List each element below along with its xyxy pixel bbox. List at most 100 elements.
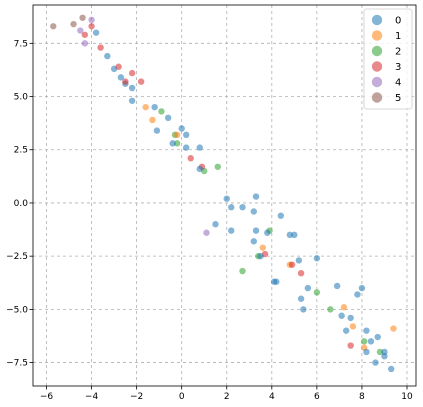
scatter-point-class-0 (250, 208, 257, 215)
y-tick-label: 7.5 (14, 39, 28, 49)
scatter-point-class-2 (239, 267, 246, 275)
scatter-point-class-0 (363, 348, 370, 356)
legend-label-5: 5 (395, 93, 401, 104)
scatter-point-class-0 (374, 333, 381, 341)
scatter-point-class-0 (338, 312, 345, 319)
scatter-point-class-4 (81, 40, 89, 47)
scatter-point-class-2 (360, 338, 368, 345)
scatter-point-class-3 (115, 63, 122, 70)
x-tick-label: 2 (224, 392, 230, 402)
scatter-point-class-3 (97, 44, 104, 51)
scatter-point-class-0 (388, 365, 395, 373)
x-tick-label: −2 (130, 392, 143, 402)
scatter-point-class-3 (347, 342, 354, 349)
y-tick-label: 0.0 (14, 199, 29, 209)
scatter-point-class-0 (273, 278, 280, 285)
scatter-point-class-0 (257, 252, 264, 260)
scatter-point-class-2 (173, 140, 181, 147)
legend-marker-0 (371, 14, 383, 26)
scatter-point-class-0 (300, 306, 307, 313)
x-tick-label: 4 (269, 392, 275, 402)
scatter-point-class-4 (88, 16, 95, 24)
scatter-point-class-0 (381, 353, 388, 360)
scatter-point-class-0 (196, 165, 203, 173)
scatter-point-class-0 (183, 144, 190, 151)
scatter-point-class-0 (178, 125, 185, 132)
scatter-point-class-0 (264, 229, 271, 236)
x-tick-label: 8 (359, 392, 365, 402)
legend-marker-3 (371, 61, 383, 72)
y-tick-label: −7.5 (6, 359, 28, 369)
scatter-point-class-0 (333, 282, 341, 290)
legend-label-4: 4 (395, 78, 401, 89)
x-tick-label: −6 (40, 392, 54, 402)
scatter-point-class-3 (137, 78, 145, 85)
scatter-point-class-0 (367, 338, 375, 345)
scatter-point-class-0 (92, 29, 100, 36)
scatter-point-class-2 (313, 289, 321, 296)
scatter-point-class-0 (372, 359, 379, 366)
scatter-point-class-0 (297, 295, 305, 302)
y-tick-label: −2.5 (6, 252, 28, 262)
legend-label-3: 3 (395, 62, 401, 73)
scatter-point-class-1 (142, 103, 149, 111)
legend: 0 1 2 3 4 5 (363, 8, 413, 110)
scatter-point-class-0 (304, 284, 312, 292)
scatter-point-class-3 (187, 155, 194, 162)
scatter-point-class-0 (169, 140, 176, 147)
scatter-point-class-0 (313, 255, 321, 262)
scatter-point-class-0 (212, 221, 219, 228)
scatter-point-class-0 (239, 204, 246, 211)
scatter-point-class-1 (173, 131, 181, 139)
scatter-point-class-0 (252, 193, 260, 200)
y-tick-label: 5.0 (14, 93, 29, 103)
scatter-point-class-2 (376, 348, 384, 356)
scatter-point-class-0 (153, 127, 161, 134)
scatter-point-class-3 (122, 78, 129, 85)
scatter-point-class-4 (203, 229, 210, 236)
x-tick-label: −4 (85, 392, 99, 402)
scatter-point-class-0 (128, 84, 136, 92)
scatter-point-class-0 (228, 204, 235, 211)
scatter-point-class-0 (104, 52, 111, 60)
plot-frame (32, 4, 417, 387)
scatter-point-class-0 (164, 114, 172, 122)
scatter-point-class-0 (151, 103, 158, 111)
scatter-point-class-0 (295, 257, 303, 264)
legend-marker-5 (371, 92, 383, 103)
scatter-point-class-2 (158, 108, 165, 115)
scatter-point-class-0 (286, 231, 294, 239)
axis-ticks: −6 −4 −2 0 2 4 6 8 10 −7.5 −5.0 −2.5 0.0 2.5 5.0 7.5 (6, 39, 413, 402)
scatter-point-class-1 (149, 116, 156, 124)
scatter-point-class-5 (79, 14, 86, 21)
scatter-point-class-0 (196, 144, 203, 151)
scatter-point-class-2 (327, 306, 334, 313)
scatter-point-class-3 (128, 69, 136, 77)
scatter-point-class-0 (291, 231, 298, 239)
scatter-point-class-0 (342, 327, 350, 334)
scatter-point-class-1 (390, 325, 397, 332)
scatter-point-class-0 (183, 131, 190, 139)
scatter-point-class-2 (214, 163, 221, 170)
y-tick-label: 2.5 (14, 146, 28, 156)
scatter-points (50, 14, 397, 373)
scatter-point-class-0 (277, 212, 285, 219)
scatter-point-class-1 (349, 323, 357, 330)
scatter-point-class-0 (252, 227, 260, 234)
scatter-point-class-0 (223, 195, 230, 202)
legend-marker-4 (371, 76, 383, 88)
grid (33, 5, 416, 386)
legend-label-1: 1 (395, 31, 401, 42)
scatter-point-class-3 (288, 261, 296, 268)
scatter-point-class-3 (81, 31, 89, 38)
scatter-point-class-0 (354, 291, 361, 298)
x-tick-label: 10 (401, 392, 413, 402)
scatter-point-class-1 (259, 244, 266, 251)
legend-box (363, 8, 413, 110)
scatter-point-class-1 (340, 304, 348, 311)
x-tick-label: 0 (179, 392, 185, 402)
scatter-point-class-0 (363, 327, 370, 334)
legend-marker-2 (371, 45, 383, 57)
y-tick-label: −5.0 (6, 305, 28, 315)
